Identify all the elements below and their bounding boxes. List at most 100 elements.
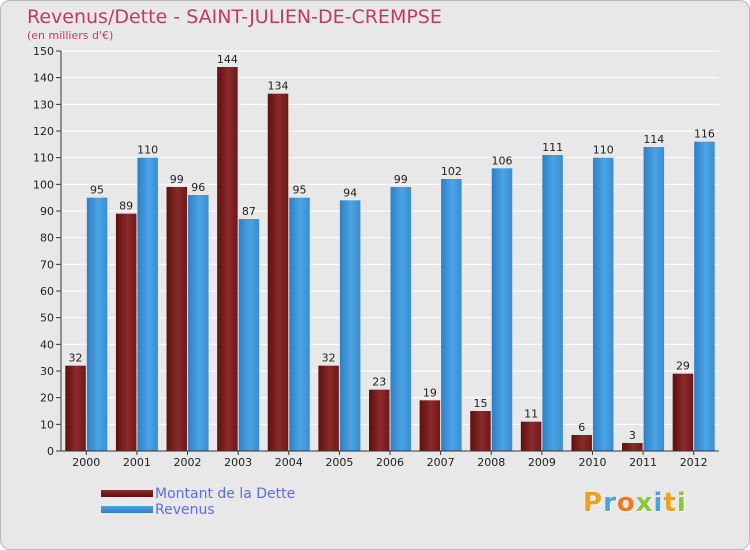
bar-revenue (491, 168, 513, 452)
data-label-debt: 23 (372, 376, 386, 389)
bar-debt (267, 93, 289, 452)
data-label-debt: 6 (578, 421, 585, 434)
y-tick-label: 120 (33, 125, 54, 138)
y-tick-label: 110 (33, 152, 54, 165)
x-tick-label: 2012 (680, 456, 708, 469)
data-label-debt: 32 (322, 352, 336, 365)
y-tick-label: 10 (40, 418, 54, 431)
y-tick-label: 0 (47, 445, 54, 458)
logo-letter: P (583, 488, 604, 518)
data-labels: 32 95 89 110 99 96 144 87 134 95 32 94 23 99 19 102 15 10… (69, 53, 715, 442)
y-tick-label: 70 (40, 258, 54, 271)
bar-revenue (238, 219, 260, 451)
data-label-revenue: 99 (394, 173, 408, 186)
x-axis: 2000 2001 2002 2003 2004 2005 2006 2007 2008 2009… (61, 450, 719, 469)
legend-swatch-revenue (101, 506, 153, 513)
bar-revenue (694, 141, 715, 451)
bar-debt (470, 411, 491, 451)
x-tick-label: 2007 (427, 456, 455, 469)
data-label-revenue: 110 (593, 144, 614, 157)
x-tick-label: 2011 (629, 456, 657, 469)
bar-revenue (188, 195, 209, 451)
data-label-debt: 15 (473, 397, 487, 410)
y-axis: 0 10 20 30 40 50 60 70 80 90 100 110 120 130 140 150 (33, 45, 62, 458)
x-tick-label: 2009 (528, 456, 556, 469)
bars (65, 67, 715, 452)
bar-debt (571, 435, 592, 451)
y-tick-label: 60 (40, 285, 54, 298)
x-tick-label: 2005 (325, 456, 353, 469)
data-label-debt: 134 (268, 80, 289, 93)
bar-debt (672, 373, 694, 451)
x-tick-label: 2006 (376, 456, 404, 469)
data-label-debt: 144 (217, 53, 238, 66)
bar-debt (65, 365, 86, 451)
legend-swatch-debt (101, 490, 153, 497)
y-tick-label: 140 (33, 72, 54, 85)
grid-lines (61, 50, 719, 452)
y-tick-label: 90 (40, 205, 54, 218)
legend-label-debt: Montant de la Dette (155, 486, 296, 502)
x-tick-label: 2002 (174, 456, 202, 469)
bar-revenue (86, 197, 108, 451)
bar-revenue (643, 147, 665, 451)
bar-revenue (390, 187, 411, 451)
data-label-revenue: 102 (441, 165, 462, 178)
x-tick-label: 2010 (578, 456, 606, 469)
bar-debt (115, 213, 137, 451)
bar-revenue (542, 155, 563, 451)
y-tick-label: 130 (33, 98, 54, 111)
bar-revenue (339, 200, 361, 451)
data-label-debt: 89 (119, 200, 133, 213)
data-label-debt: 32 (69, 352, 83, 365)
y-tick-label: 50 (40, 312, 54, 325)
x-tick-label: 2000 (72, 456, 100, 469)
y-tick-label: 150 (33, 45, 54, 58)
bar-revenue (289, 197, 310, 451)
bar-debt (166, 187, 188, 451)
y-tick-label: 80 (40, 232, 54, 245)
x-tick-label: 2003 (224, 456, 252, 469)
data-label-revenue: 116 (694, 128, 715, 141)
bar-debt (318, 365, 339, 451)
x-tick-label: 2008 (477, 456, 505, 469)
bar-revenue (592, 157, 614, 451)
bar-debt (419, 400, 441, 451)
data-label-revenue: 96 (191, 181, 205, 194)
data-label-revenue: 95 (293, 184, 307, 197)
y-tick-label: 40 (40, 338, 54, 351)
data-label-debt: 29 (676, 360, 690, 373)
y-tick-label: 20 (40, 392, 54, 405)
proxiti-logo: Proxiti (583, 488, 687, 518)
data-label-revenue: 95 (90, 184, 104, 197)
logo-letter: x (635, 488, 654, 518)
data-label-revenue: 94 (343, 186, 357, 199)
logo-letter: i (676, 488, 687, 518)
logo-letter: i (653, 488, 664, 518)
y-tick-label: 100 (33, 178, 54, 191)
x-tick-label: 2004 (275, 456, 303, 469)
data-label-debt: 3 (629, 429, 636, 442)
logo-letter: r (603, 488, 617, 518)
logo-letter: t (663, 488, 677, 518)
chart-unit-label: (en milliers d'€) (27, 29, 114, 42)
logo-letter: o (616, 488, 636, 518)
data-label-revenue: 87 (242, 205, 256, 218)
data-label-revenue: 114 (643, 133, 664, 146)
x-tick-label: 2001 (123, 456, 151, 469)
data-label-debt: 11 (524, 408, 538, 421)
bar-debt (369, 389, 390, 451)
bar-debt (217, 67, 238, 451)
bar-debt (520, 421, 542, 451)
data-label-debt: 19 (423, 386, 437, 399)
data-label-revenue: 110 (137, 144, 158, 157)
bar-revenue (137, 157, 158, 451)
data-label-debt: 99 (170, 173, 184, 186)
data-label-revenue: 106 (491, 154, 512, 167)
legend-label-revenue: Revenus (155, 502, 215, 518)
y-tick-label: 30 (40, 365, 54, 378)
chart-title: Revenus/Dette - SAINT-JULIEN-DE-CREMPSE (27, 6, 442, 28)
bar-revenue (441, 179, 462, 451)
